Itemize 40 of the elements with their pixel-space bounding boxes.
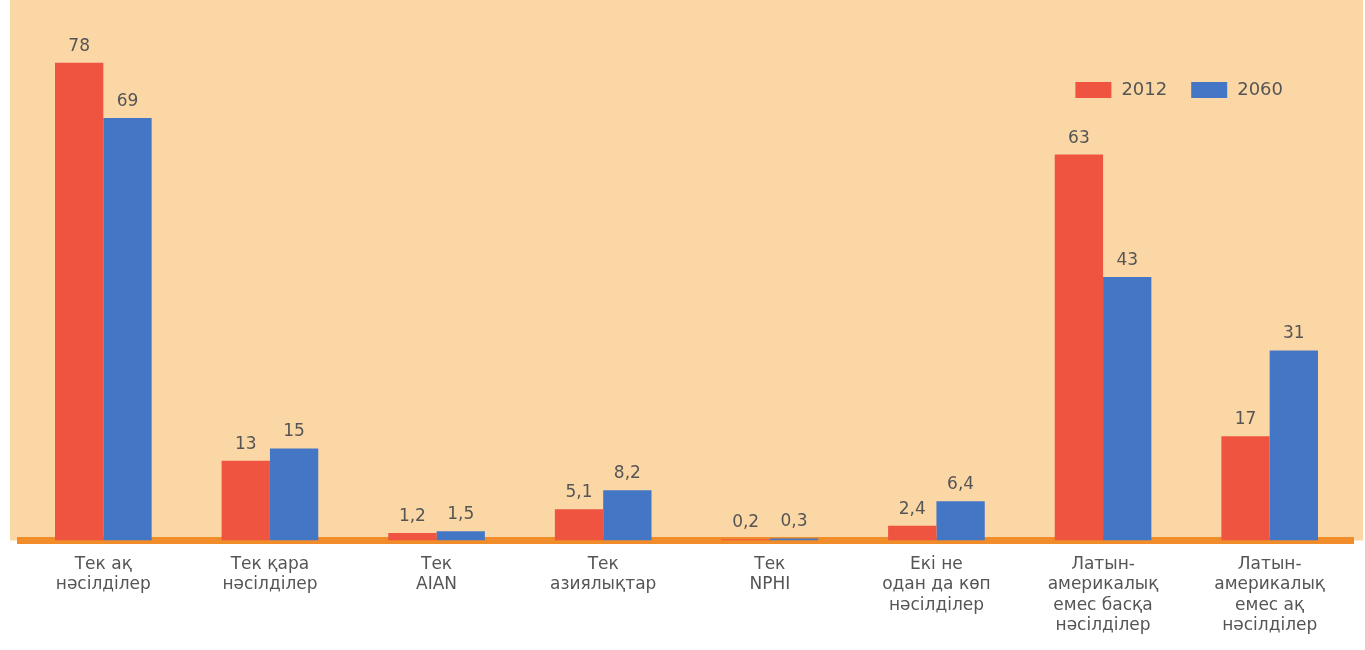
data-label: 43 [1116, 249, 1139, 270]
data-label: 78 [68, 34, 90, 55]
x-tick-label: Тек азиялықтар [549, 553, 657, 594]
bar [221, 460, 270, 541]
data-label: 1,2 [398, 504, 426, 525]
bar [1103, 277, 1152, 541]
bar [603, 490, 652, 541]
bar [54, 62, 104, 541]
x-tick-label: Латын- америкалық емес ақ нәсілділер [1214, 553, 1326, 635]
bar [436, 531, 485, 541]
data-label: 8,2 [613, 462, 641, 483]
bar [1221, 436, 1270, 541]
bar [888, 525, 937, 541]
data-label: 69 [116, 89, 139, 110]
data-label: 0,2 [732, 511, 760, 532]
x-tick-label: Тек қара нәсілділер [222, 553, 318, 594]
data-label: 31 [1283, 322, 1305, 343]
bar [1054, 154, 1104, 541]
data-label: 13 [234, 432, 257, 453]
data-label: 17 [1234, 408, 1257, 429]
data-label: 5,1 [565, 481, 593, 502]
bar [103, 117, 152, 541]
legend-label: 2060 [1237, 77, 1283, 99]
x-tick-label: Тек ақ нәсілділер [55, 553, 151, 594]
data-label: 1,5 [447, 503, 475, 524]
x-tick-label: Екі не одан да көп нәсілділер [882, 553, 991, 614]
bar [388, 533, 437, 541]
data-label: 2,4 [898, 497, 926, 518]
bar [554, 509, 604, 541]
bar [936, 501, 985, 541]
data-label: 63 [1068, 126, 1090, 147]
x-tick-label: Тек AIAN [416, 553, 458, 594]
data-label: 15 [283, 420, 305, 441]
data-label: 0,3 [780, 510, 808, 531]
legend-label: 2012 [1121, 77, 1168, 99]
bar [1269, 350, 1319, 541]
bar [269, 448, 319, 541]
data-label: 6,4 [947, 473, 975, 494]
x-tick-label: Тек NPHI [749, 553, 791, 594]
x-tick-label: Латын- америкалық емес басқа нәсілділер [1047, 553, 1159, 635]
